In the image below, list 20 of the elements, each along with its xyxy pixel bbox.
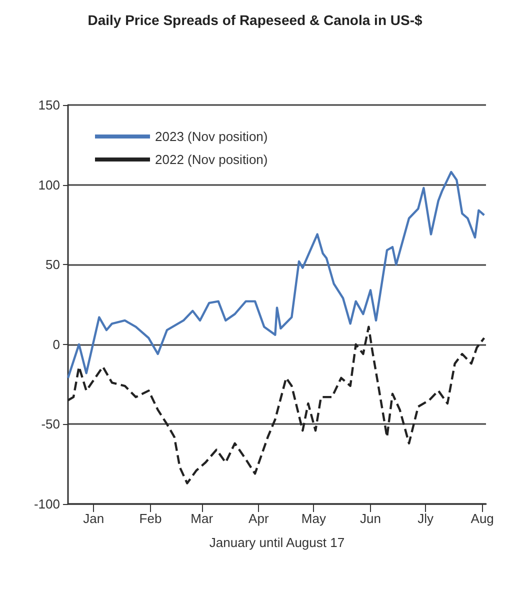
y-tick-label: -100	[34, 496, 60, 512]
x-tick-label: Jly	[418, 511, 434, 526]
legend-label: 2022 (Nov position)	[155, 152, 268, 167]
y-tick-label: -50	[41, 416, 60, 432]
line-series	[66, 170, 486, 380]
y-tick-label: 100	[38, 177, 60, 192]
x-tick-label: Jan	[83, 511, 104, 526]
line-series	[66, 326, 486, 484]
x-tick-label: Aug	[470, 511, 494, 526]
legend-label: 2023 (Nov position)	[155, 129, 268, 144]
x-axis-title: January until August 17	[209, 535, 345, 550]
x-tick-label: Mar	[190, 511, 214, 526]
x-tick-label: Jun	[360, 511, 381, 526]
y-tick-label: 50	[46, 257, 60, 272]
chart-title: Daily Price Spreads of Rapeseed & Canola in US-$	[88, 12, 422, 28]
x-tick-label: Apr	[248, 511, 270, 526]
x-tick-label: Feb	[139, 511, 162, 526]
x-tick-label: May	[301, 511, 326, 526]
y-tick-label: 0	[52, 336, 60, 352]
y-tick-label: 150	[38, 98, 60, 112]
